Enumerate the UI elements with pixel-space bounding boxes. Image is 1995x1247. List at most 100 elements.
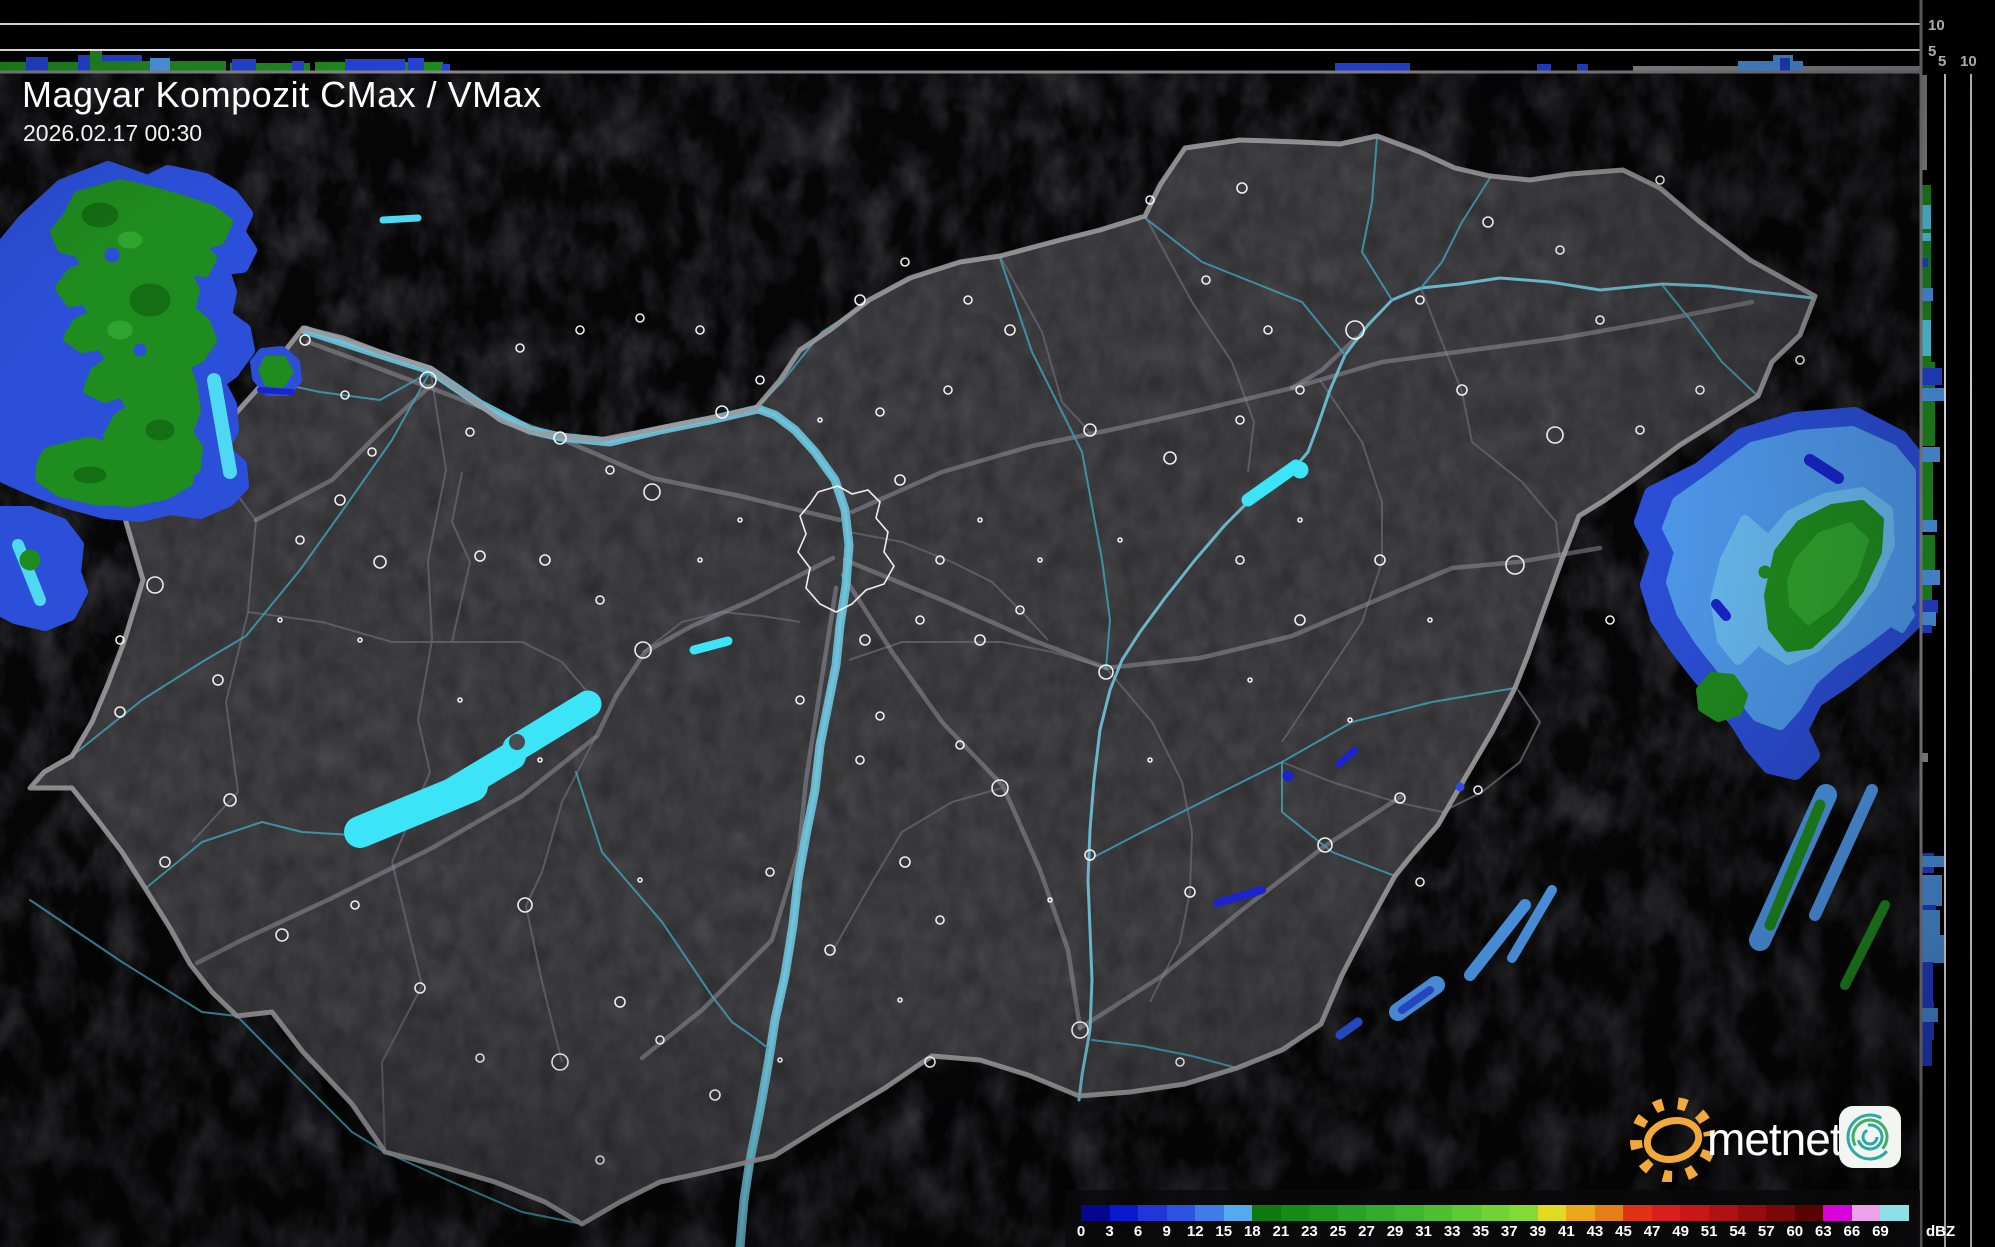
- right-profile-bar: [1922, 962, 1933, 1002]
- lake-balaton-ne: [502, 690, 602, 762]
- dbz-legend-label: 69: [1872, 1223, 1889, 1240]
- dbz-color-step: [1823, 1205, 1852, 1221]
- dbz-legend-label: 54: [1729, 1223, 1747, 1240]
- top-profile-bar: [1335, 63, 1410, 71]
- dbz-color-step: [1081, 1205, 1110, 1221]
- profile-right-data: [1922, 75, 1944, 1066]
- right-profile-bar: [1922, 935, 1944, 963]
- right-profile-bar: [1922, 585, 1932, 601]
- dbz-legend-label: 63: [1815, 1223, 1832, 1240]
- right-profile-bar: [1922, 75, 1927, 170]
- profile-top-strip: 10 5: [0, 0, 1995, 72]
- top-profile-bar: [230, 63, 310, 71]
- right-profile-bar: [1922, 625, 1932, 633]
- dbz-color-step: [1452, 1205, 1481, 1221]
- dbz-color-step: [1138, 1205, 1167, 1221]
- dbz-legend-label: 9: [1162, 1223, 1171, 1240]
- dbz-legend-label: 37: [1500, 1223, 1518, 1240]
- right-profile-bar: [1922, 388, 1944, 401]
- radar-streaks-south-east: [1213, 746, 1890, 1040]
- dbz-color-step: [1680, 1205, 1710, 1221]
- right-profile-bar: [1922, 1040, 1932, 1066]
- dbz-legend-label: 60: [1786, 1223, 1804, 1240]
- dbz-color-step: [1766, 1205, 1795, 1221]
- dbz-color-step: [1280, 1205, 1310, 1221]
- dbz-legend-label: 33: [1443, 1223, 1461, 1240]
- dbz-legend-label: 15: [1215, 1223, 1233, 1240]
- top-axis-tick-10: 10: [1928, 17, 1945, 34]
- page-title: Magyar Kompozit CMax / VMax: [22, 74, 542, 115]
- top-profile-bar: [1780, 58, 1790, 71]
- right-profile-bar: [1922, 856, 1944, 867]
- right-axis-tick-10: 10: [1960, 53, 1977, 70]
- dbz-legend-label: 35: [1472, 1223, 1490, 1240]
- right-profile-bar: [1922, 1008, 1938, 1022]
- right-profile-bar: [1922, 520, 1937, 532]
- town-outlines: [114, 175, 1805, 1165]
- dbz-color-step: [1851, 1205, 1881, 1221]
- dbz-legend-label: 51: [1700, 1223, 1718, 1240]
- right-profile-bar: [1922, 320, 1931, 356]
- right-profile-bar: [1922, 288, 1933, 301]
- dbz-color-step: [1337, 1205, 1367, 1221]
- lake-balaton-mid: [438, 742, 526, 806]
- dbz-color-bar: [1081, 1205, 1909, 1221]
- tihany-peninsula: [509, 734, 525, 750]
- metnet-logo: metnet: [1625, 1092, 1915, 1183]
- top-profile-bar: [292, 61, 304, 71]
- right-axis-tick-5: 5: [1938, 53, 1946, 70]
- dbz-color-step: [1794, 1205, 1824, 1221]
- radar-echo-east: [1634, 407, 1924, 780]
- top-profile-bar: [150, 58, 170, 71]
- dbz-color-step: [1709, 1205, 1738, 1221]
- dbz-color-step: [1366, 1205, 1396, 1221]
- sun-icon: [1630, 1097, 1716, 1183]
- dbz-color-step: [1509, 1205, 1538, 1221]
- dbz-legend-label: 27: [1358, 1223, 1375, 1240]
- top-axis-tick-5: 5: [1928, 43, 1936, 60]
- right-profile-bar: [1922, 535, 1935, 571]
- top-profile-bar: [232, 59, 256, 71]
- radar-echo-nw: [0, 161, 422, 631]
- dbz-color-step: [1566, 1205, 1595, 1221]
- dbz-legend-label: 39: [1529, 1223, 1547, 1240]
- dbz-unit-label: dBZ: [1926, 1223, 1956, 1240]
- country-border: [27, 133, 1818, 1227]
- top-profile-bar: [442, 64, 450, 71]
- dbz-legend-label: 25: [1329, 1223, 1347, 1240]
- right-profile-bar: [1922, 447, 1940, 462]
- right-profile-bar: [1922, 462, 1933, 532]
- dbz-color-step: [1195, 1205, 1224, 1221]
- right-profile-bar: [1922, 205, 1931, 229]
- right-profile-bar: [1922, 600, 1938, 613]
- dbz-color-step: [1594, 1205, 1624, 1221]
- dbz-color-step: [1537, 1205, 1567, 1221]
- right-profile-bar: [1922, 185, 1931, 363]
- dbz-color-step: [1423, 1205, 1453, 1221]
- dbz-color-step: [1737, 1205, 1767, 1221]
- top-profile-bar: [1537, 64, 1551, 71]
- dbz-legend-label: 31: [1415, 1223, 1432, 1240]
- dbz-legend-label: 49: [1672, 1223, 1689, 1240]
- dbz-legend-label: 3: [1105, 1223, 1114, 1240]
- top-profile-bar: [1577, 64, 1588, 71]
- dbz-legend-label: 6: [1133, 1223, 1143, 1240]
- right-profile-bar: [1922, 910, 1940, 936]
- dbz-color-step: [1223, 1205, 1253, 1221]
- dbz-legend-label: 23: [1301, 1223, 1318, 1240]
- lake-tisza-east: [1291, 461, 1309, 479]
- dbz-legend-label: 12: [1186, 1223, 1204, 1240]
- timestamp: 2026.02.17 00:30: [23, 120, 203, 146]
- dbz-color-step: [1651, 1205, 1681, 1221]
- dbz-legend-label: 18: [1243, 1223, 1261, 1240]
- dbz-legend-label: 45: [1615, 1223, 1632, 1240]
- dbz-color-step: [1252, 1205, 1281, 1221]
- logo-wordmark: metnet: [1707, 1113, 1843, 1165]
- dbz-legend-label: 0: [1076, 1223, 1086, 1240]
- dbz-color-step: [1109, 1205, 1139, 1221]
- county-borders: [189, 215, 1561, 1153]
- profile-top-data: [0, 51, 1920, 71]
- dbz-legend-label: 41: [1558, 1223, 1575, 1240]
